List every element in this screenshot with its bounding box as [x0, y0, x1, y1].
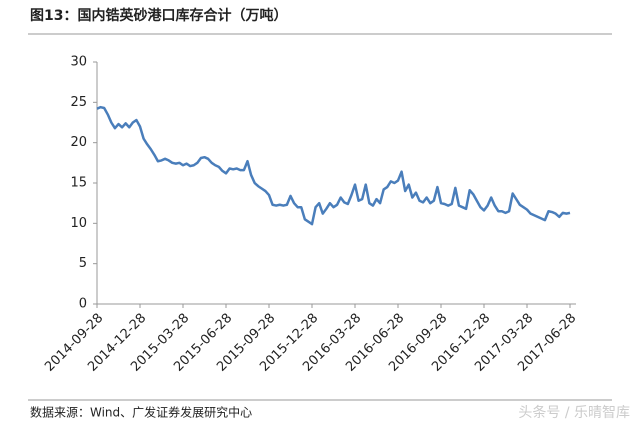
data-line — [96, 105, 571, 226]
chart-title: 图13：国内锆英砂港口库存合计（万吨） — [30, 7, 287, 24]
y-tick-label: 15 — [70, 176, 87, 191]
y-tick-label: 10 — [70, 216, 87, 231]
y-tick-label: 5 — [79, 256, 87, 271]
y-tick-label: 20 — [70, 135, 87, 150]
watermark: 头条号 / 乐晴智库 — [518, 404, 630, 421]
source-note: 数据来源：Wind、广发证券发展研究中心 — [30, 405, 252, 420]
y-tick-label: 0 — [79, 297, 87, 312]
y-tick-label: 30 — [70, 55, 87, 70]
y-tick-label: 25 — [70, 95, 87, 110]
